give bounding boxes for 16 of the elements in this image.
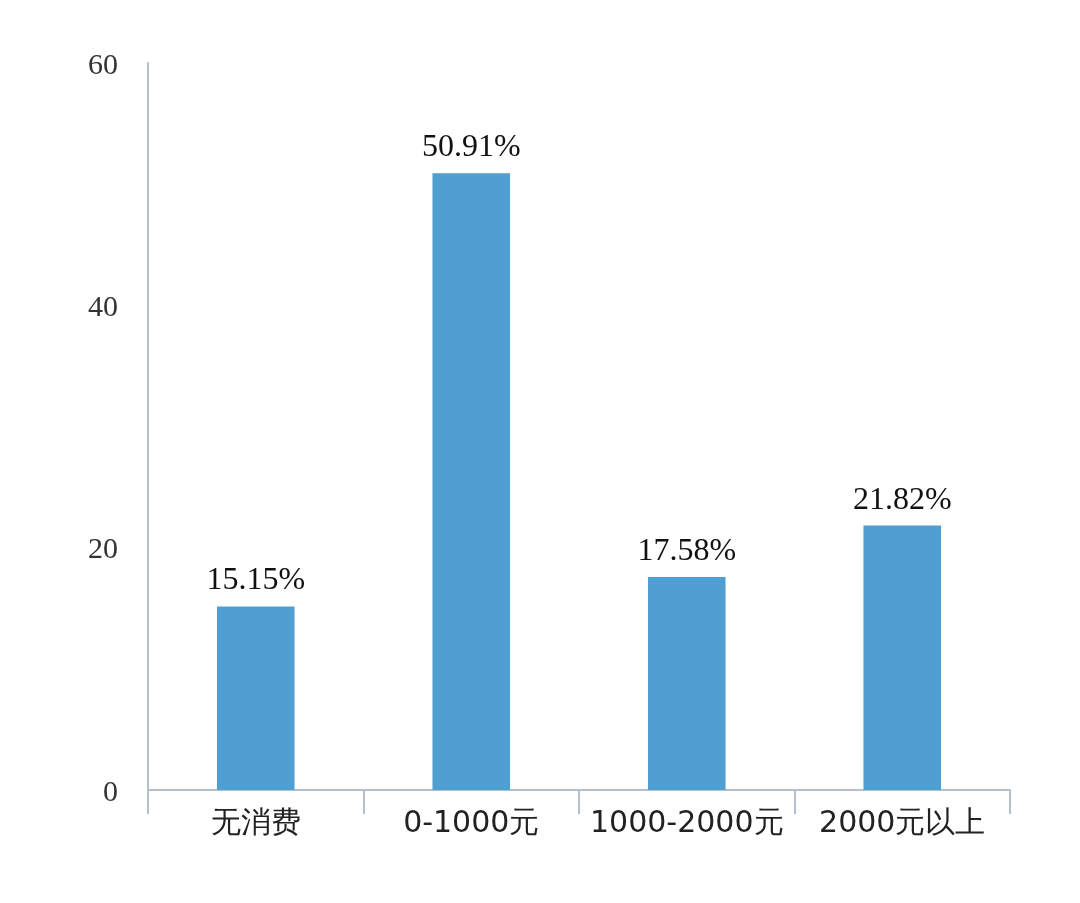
bar bbox=[863, 525, 942, 790]
y-tick-label: 0 bbox=[103, 773, 118, 807]
x-tick-label: 0-1000元 bbox=[403, 803, 540, 839]
data-label: 15.15% bbox=[206, 560, 306, 597]
bar bbox=[647, 576, 726, 790]
data-label: 50.91% bbox=[421, 127, 521, 164]
y-tick-label: 40 bbox=[88, 288, 118, 322]
bar bbox=[216, 606, 295, 790]
data-label: 17.58% bbox=[637, 530, 737, 567]
bar bbox=[432, 173, 511, 790]
y-tick-label: 60 bbox=[88, 46, 118, 80]
x-tick-label: 1000-2000元 bbox=[589, 803, 784, 839]
x-tick-label: 无消费 bbox=[210, 803, 301, 839]
x-tick-label: 2000元以上 bbox=[819, 803, 986, 839]
data-label: 21.82% bbox=[852, 479, 952, 516]
y-tick-label: 20 bbox=[88, 531, 118, 565]
